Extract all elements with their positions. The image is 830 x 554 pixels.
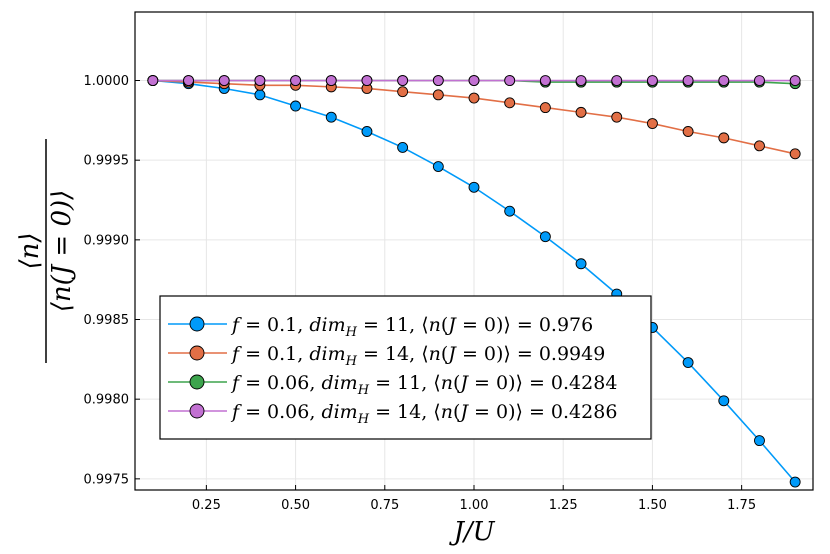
legend-marker	[189, 374, 205, 390]
legend-marker	[189, 345, 205, 361]
data-point	[504, 75, 516, 86]
data-point	[432, 75, 444, 86]
data-point	[575, 106, 587, 118]
data-point	[718, 395, 730, 407]
data-point	[789, 476, 801, 488]
data-point	[646, 75, 658, 86]
data-point	[789, 148, 801, 160]
x-tick-label: 1.50	[638, 498, 667, 513]
series-2	[147, 75, 801, 160]
data-point	[361, 75, 373, 86]
data-point	[754, 140, 765, 152]
data-point	[504, 205, 516, 217]
data-point	[147, 75, 159, 86]
data-point	[611, 75, 623, 86]
data-point	[254, 75, 266, 86]
y-tick-label: 0.9990	[84, 233, 130, 248]
y-tick-label: 1.0000	[84, 74, 130, 89]
legend-box	[159, 295, 652, 440]
legend-label: f = 0.06, dimH = 11, ⟨n(J = 0)⟩ = 0.4284	[230, 372, 617, 398]
data-point	[325, 111, 337, 123]
x-tick-label: 1.75	[727, 498, 756, 513]
data-point	[218, 75, 230, 86]
data-point	[290, 75, 302, 86]
y-axis: 0.9975 0.9980 0.9985 0.9990 0.9995 1.0000	[84, 74, 140, 487]
y-axis-title: ⟨n⟩ ⟨n(J = 0)⟩	[15, 139, 77, 363]
data-point	[397, 141, 409, 153]
data-point	[539, 102, 551, 114]
legend-label: f = 0.1, dimH = 14, ⟨n(J = 0)⟩ = 0.9949	[230, 343, 605, 369]
data-point	[468, 75, 480, 86]
data-point	[575, 258, 587, 270]
data-point	[290, 100, 302, 112]
data-point	[611, 111, 623, 123]
data-point	[682, 357, 694, 368]
data-point	[754, 435, 765, 447]
x-axis: 0.25 0.50 0.75 1.00 1.25 1.50 1.75	[192, 485, 756, 513]
data-point	[432, 89, 444, 101]
series-4	[147, 75, 801, 86]
x-tick-label: 1.25	[549, 498, 578, 513]
legend-label: f = 0.1, dimH = 11, ⟨n(J = 0)⟩ = 0.976	[230, 314, 593, 340]
data-point	[397, 75, 409, 86]
legend-marker	[189, 316, 205, 332]
data-point	[325, 75, 337, 86]
data-point	[504, 97, 516, 109]
data-point	[397, 86, 409, 98]
data-point	[468, 92, 480, 104]
legend-label: f = 0.06, dimH = 14, ⟨n(J = 0)⟩ = 0.4286	[230, 401, 617, 427]
data-point	[718, 75, 730, 86]
legend-item: f = 0.1, dimH = 11, ⟨n(J = 0)⟩ = 0.976	[168, 314, 593, 340]
y-tick-label: 0.9975	[84, 472, 130, 487]
x-axis-title: J/U	[448, 517, 495, 547]
data-point	[682, 126, 694, 137]
data-point	[754, 75, 765, 86]
x-tick-label: 0.75	[370, 498, 399, 513]
legend-item: f = 0.06, dimH = 11, ⟨n(J = 0)⟩ = 0.4284	[168, 372, 617, 398]
data-point	[682, 75, 694, 86]
data-point	[468, 181, 480, 193]
y-tick-label: 0.9995	[84, 154, 130, 169]
legend-item: f = 0.1, dimH = 14, ⟨n(J = 0)⟩ = 0.9949	[168, 343, 605, 369]
x-tick-label: 1.00	[460, 498, 489, 513]
data-point	[646, 118, 658, 129]
data-point	[718, 132, 730, 144]
series-1	[147, 75, 801, 488]
legend-marker	[189, 403, 205, 419]
y-axis-title-denominator: ⟨n(J = 0)⟩	[47, 190, 77, 313]
series-group	[147, 75, 801, 488]
data-point	[183, 75, 194, 86]
data-point	[789, 75, 801, 86]
x-tick-label: 0.50	[281, 498, 310, 513]
y-tick-label: 0.9980	[84, 393, 130, 408]
legend-item: f = 0.06, dimH = 14, ⟨n(J = 0)⟩ = 0.4286	[168, 401, 617, 427]
legend: f = 0.1, dimH = 11, ⟨n(J = 0)⟩ = 0.976 f …	[159, 295, 652, 440]
x-tick-label: 0.25	[192, 498, 221, 513]
y-axis-title-numerator: ⟨n⟩	[15, 232, 45, 269]
y-tick-label: 0.9985	[84, 313, 130, 328]
data-point	[575, 75, 587, 86]
data-point	[361, 126, 373, 137]
data-point	[539, 231, 551, 243]
data-point	[432, 161, 444, 173]
data-point	[254, 89, 266, 101]
data-point	[539, 75, 551, 86]
